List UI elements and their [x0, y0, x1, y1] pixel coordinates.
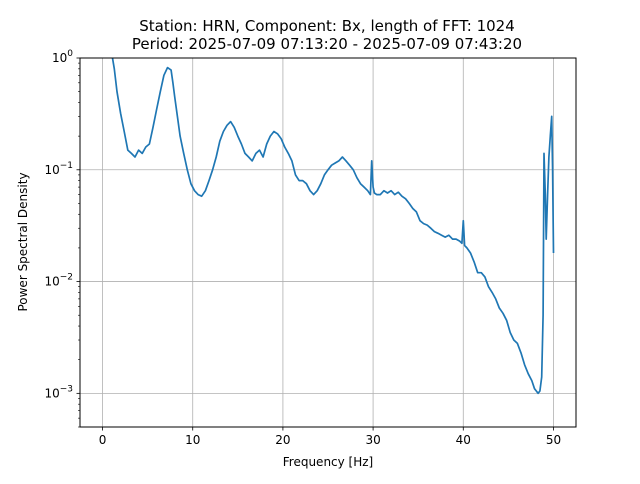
y-tick-label-exponent: −1 [60, 161, 73, 171]
y-tick-label: 10−1 [44, 161, 73, 177]
plot-frame [79, 57, 577, 428]
y-tick-label-base: 10 [44, 275, 59, 289]
x-tick-label: 10 [185, 433, 200, 447]
y-tick-label: 10−2 [44, 273, 73, 289]
chart-subtitle: Period: 2025-07-09 07:13:20 - 2025-07-09… [132, 35, 522, 53]
y-tick-label-base: 10 [52, 51, 67, 65]
y-tick-label: 10−3 [44, 384, 73, 400]
y-tick-label-exponent: 0 [67, 49, 73, 59]
y-tick-label-exponent: −3 [60, 384, 73, 394]
x-tick-label: 20 [275, 433, 290, 447]
psd-series-line [111, 58, 555, 395]
y-tick-label-exponent: −2 [60, 273, 73, 283]
chart-title: Station: HRN, Component: Bx, length of F… [139, 17, 515, 35]
y-tick-label-base: 10 [44, 386, 59, 400]
x-tick-label: 30 [365, 433, 380, 447]
x-tick-label: 0 [99, 433, 107, 447]
y-tick-label-base: 10 [44, 163, 59, 177]
x-axis-ticks: 0 10 20 30 40 50 [99, 427, 561, 447]
y-tick-label: 100 [52, 49, 73, 65]
x-axis-label: Frequency [Hz] [283, 455, 374, 469]
x-tick-label: 40 [456, 433, 471, 447]
y-axis-label: Power Spectral Density [16, 172, 30, 311]
x-tick-label: 50 [546, 433, 561, 447]
